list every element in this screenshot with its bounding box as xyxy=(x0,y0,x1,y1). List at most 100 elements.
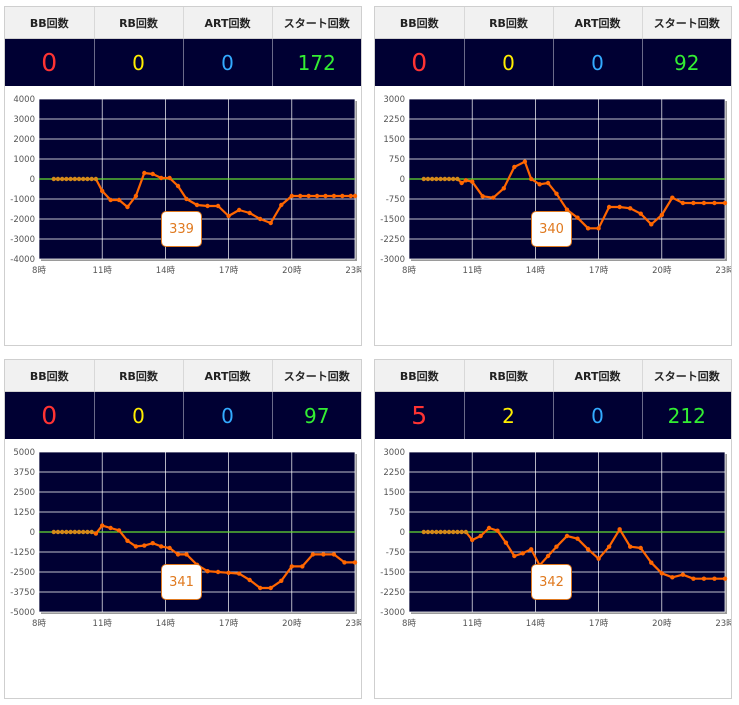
stats-table: BB回数 RB回数 ART回数 スタート回数 0 0 0 97 xyxy=(5,360,361,439)
y-tick-label: 1250 xyxy=(13,508,35,518)
data-point xyxy=(51,176,56,182)
data-point xyxy=(606,544,612,549)
data-point xyxy=(455,529,460,535)
data-point xyxy=(528,547,534,552)
data-point xyxy=(167,545,172,551)
data-point xyxy=(81,176,86,182)
y-tick-label: -3750 xyxy=(10,588,35,598)
machine-panel: BB回数 RB回数 ART回数 スタート回数 0 0 0 92 3000 2250… xyxy=(374,6,732,346)
start-header: スタート回数 xyxy=(642,7,731,39)
y-tick-label: -1500 xyxy=(380,215,405,225)
stats-table: BB回数 RB回数 ART回数 スタート回数 0 0 0 172 xyxy=(5,7,361,86)
data-point xyxy=(528,176,534,182)
machine-number-button[interactable]: 342 xyxy=(531,564,572,600)
art-header: ART回数 xyxy=(183,360,273,392)
x-tick-label: 17時 xyxy=(589,619,609,629)
data-point xyxy=(81,529,86,535)
rb-count: 2 xyxy=(464,391,554,439)
data-point xyxy=(150,541,155,546)
data-point xyxy=(133,544,139,549)
data-point xyxy=(205,203,210,209)
data-point xyxy=(459,529,464,535)
data-point xyxy=(300,564,305,569)
data-point xyxy=(425,176,431,182)
y-tick-label: 0 xyxy=(400,528,405,538)
data-point xyxy=(680,200,686,206)
data-point xyxy=(722,200,728,206)
y-tick-label: 0 xyxy=(30,528,35,538)
data-point xyxy=(617,204,622,210)
start-count: 97 xyxy=(272,391,361,439)
data-point xyxy=(93,531,99,536)
data-point xyxy=(421,176,426,182)
machine-number-button[interactable]: 339 xyxy=(161,211,202,247)
rb-header: RB回数 xyxy=(464,7,554,39)
data-point xyxy=(712,200,717,206)
data-point xyxy=(306,193,311,199)
art-header: ART回数 xyxy=(553,7,643,39)
data-point xyxy=(247,210,252,216)
x-tick-label: 23時 xyxy=(715,619,731,629)
y-tick-label: 3000 xyxy=(383,95,405,105)
y-tick-label: -2000 xyxy=(10,215,35,225)
data-point xyxy=(348,193,353,199)
data-point xyxy=(486,525,492,531)
data-point xyxy=(691,576,696,581)
data-point xyxy=(133,193,139,199)
y-tick-label: -3000 xyxy=(380,608,405,618)
data-point xyxy=(167,175,172,181)
data-point xyxy=(142,170,147,176)
machine-number-button[interactable]: 340 xyxy=(531,211,572,247)
data-point xyxy=(93,176,99,182)
data-point xyxy=(438,529,443,535)
data-point xyxy=(638,211,643,216)
data-point xyxy=(55,176,61,182)
y-tick-label: -4000 xyxy=(10,255,35,265)
data-point xyxy=(712,576,717,581)
machine-number-button[interactable]: 341 xyxy=(161,564,202,600)
data-point xyxy=(158,175,164,181)
rb-count: 0 xyxy=(464,38,554,86)
machine-panel: BB回数 RB回数 ART回数 スタート回数 0 0 0 97 5000 3750… xyxy=(4,359,362,699)
data-point xyxy=(512,553,517,559)
data-point xyxy=(205,569,210,574)
data-point xyxy=(226,213,231,219)
data-point xyxy=(72,176,78,182)
data-point xyxy=(258,585,263,591)
data-point xyxy=(76,529,82,535)
data-point xyxy=(236,207,242,213)
data-point xyxy=(554,544,559,549)
data-point xyxy=(670,575,675,580)
x-tick-label: 20時 xyxy=(282,266,302,276)
x-tick-label: 8時 xyxy=(402,266,416,276)
y-tick-label: -3000 xyxy=(10,235,35,245)
data-point xyxy=(310,552,316,557)
machine-panel: BB回数 RB回数 ART回数 スタート回数 5 2 0 212 3000 225… xyxy=(374,359,732,699)
data-point xyxy=(85,529,90,535)
data-point xyxy=(116,197,122,203)
art-count: 0 xyxy=(183,391,273,439)
data-point xyxy=(175,183,181,189)
data-point xyxy=(85,176,90,182)
data-point xyxy=(649,222,654,227)
bb-count: 0 xyxy=(5,38,95,86)
data-point xyxy=(470,537,475,543)
data-point xyxy=(158,544,164,549)
data-point xyxy=(463,178,469,183)
rb-count: 0 xyxy=(94,391,184,439)
data-point xyxy=(545,553,551,559)
rb-header: RB回数 xyxy=(94,360,184,392)
data-point xyxy=(442,176,448,182)
data-point xyxy=(545,180,551,186)
data-point xyxy=(722,576,728,581)
data-point xyxy=(76,176,82,182)
data-point xyxy=(512,164,517,170)
data-point xyxy=(463,529,469,535)
data-point xyxy=(100,188,105,194)
data-point xyxy=(575,215,580,220)
data-point xyxy=(215,203,221,209)
rb-header: RB回数 xyxy=(94,7,184,39)
data-point xyxy=(268,585,273,591)
data-point xyxy=(150,171,155,177)
